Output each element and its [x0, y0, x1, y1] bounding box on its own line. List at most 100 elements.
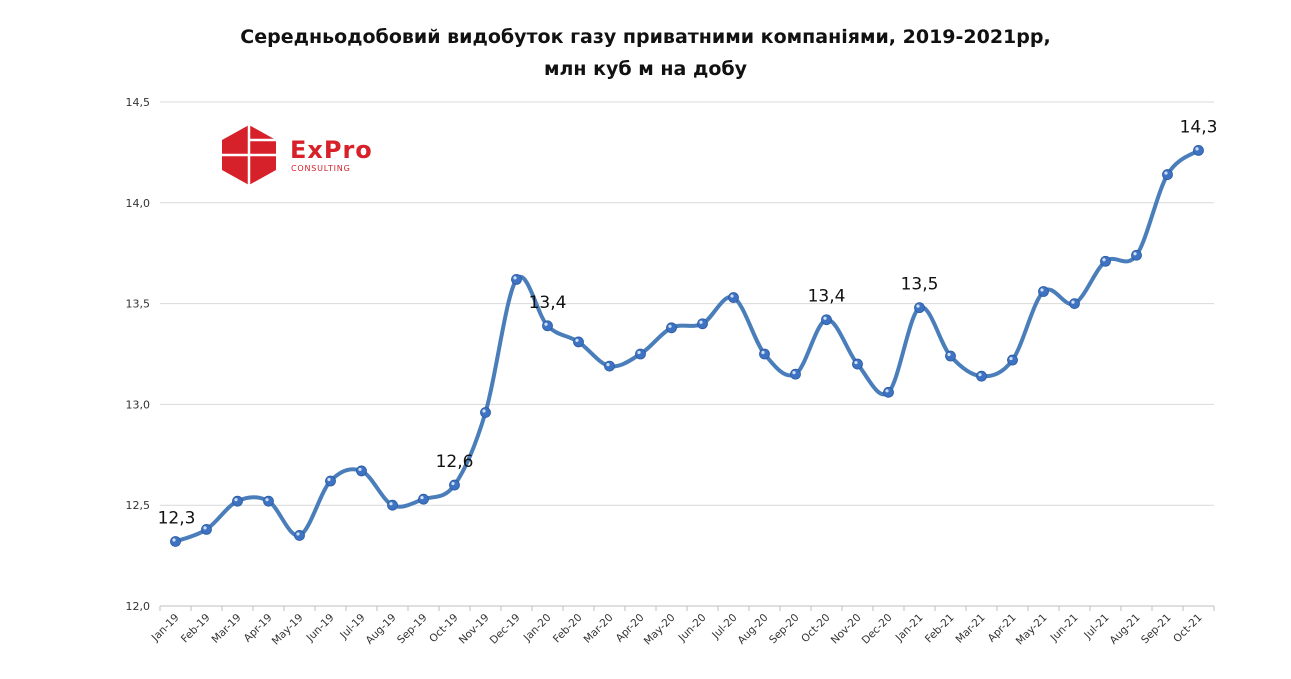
logo-subtitle: CONSULTING [291, 164, 351, 173]
x-tick-label: Mar-21 [953, 612, 987, 646]
data-point-highlight [761, 350, 765, 355]
x-tick-label: Dec-19 [488, 612, 523, 647]
data-point [728, 292, 739, 303]
data-point-highlight [575, 338, 579, 343]
x-tick-label: Mar-19 [209, 612, 243, 646]
data-point-highlight [699, 320, 703, 324]
series-line [173, 148, 1201, 544]
data-point-highlight [358, 467, 362, 472]
x-tick-label: Mar-20 [581, 612, 615, 646]
x-axis [159, 605, 1215, 611]
data-label: 13,5 [901, 275, 939, 295]
data-point [263, 495, 274, 507]
data-point [542, 320, 553, 332]
data-point-highlight [234, 498, 238, 502]
x-tick-label: Oct-20 [799, 612, 832, 645]
logo-wordmark: ExPro [290, 136, 373, 164]
x-tick-label: Aug-21 [1108, 612, 1143, 647]
data-point-highlight [823, 316, 827, 320]
data-point-highlight [296, 532, 300, 536]
x-tick-label: Jan-20 [521, 612, 554, 645]
x-tick-label: Aug-19 [364, 612, 399, 647]
data-point [232, 495, 243, 507]
data-point [1069, 298, 1080, 310]
data-point [945, 350, 956, 362]
data-point-highlight [606, 362, 610, 367]
data-points [170, 144, 1204, 547]
data-point-highlight [1133, 252, 1137, 256]
expro-logo: ExPro CONSULTING [222, 125, 373, 185]
y-tick-label: 12,0 [126, 600, 151, 613]
x-tick-label: Nov-20 [829, 612, 864, 647]
x-tick-label: Sep-20 [767, 612, 802, 647]
data-point-highlight [1009, 356, 1013, 361]
data-point-highlight [637, 350, 641, 355]
data-point-highlight [1195, 147, 1199, 151]
data-point-highlight [327, 477, 331, 482]
data-point [790, 368, 801, 380]
data-point [325, 475, 336, 487]
data-point [1193, 144, 1204, 156]
data-point-highlight [947, 352, 951, 357]
data-point [201, 523, 212, 535]
x-tick-label: Aug-20 [736, 612, 771, 647]
data-point [170, 536, 181, 547]
data-point-highlight [1071, 300, 1075, 304]
y-tick-label: 13,0 [126, 398, 151, 411]
data-point [387, 499, 398, 511]
x-tick-label: Jan-19 [149, 612, 182, 645]
x-tick-label: May-20 [642, 612, 678, 648]
x-tick-label: May-19 [270, 612, 306, 648]
data-point [759, 348, 770, 360]
data-point-highlight [513, 276, 517, 280]
data-label: 13,4 [529, 293, 567, 313]
data-point-highlight [668, 324, 672, 328]
x-tick-label: Jun-20 [676, 612, 709, 645]
data-point [1131, 249, 1142, 261]
data-point-highlight [389, 502, 393, 506]
chart-title-line-1: Середньодобовий видобуток газу приватним… [240, 26, 1051, 48]
data-point [635, 348, 646, 360]
data-point [697, 318, 708, 330]
data-point-highlight [916, 304, 920, 308]
data-point-highlight [730, 294, 734, 298]
data-point [821, 314, 832, 326]
y-tick-label: 14,0 [126, 197, 151, 210]
data-point [294, 530, 305, 541]
data-point [666, 322, 677, 334]
data-point [1162, 169, 1173, 180]
data-point [356, 465, 367, 477]
x-tick-label: Feb-19 [179, 612, 213, 646]
x-tick-label: Sep-19 [395, 612, 430, 647]
data-point [914, 302, 925, 314]
data-point [1100, 255, 1111, 267]
logo-mark-icon [222, 125, 276, 185]
data-point [1007, 354, 1018, 366]
data-point [449, 479, 460, 491]
data-point-highlight [792, 371, 796, 375]
data-point [1038, 286, 1049, 297]
data-point-highlight [420, 496, 424, 500]
x-tick-label: May-21 [1014, 612, 1050, 648]
data-point-highlight [451, 481, 455, 486]
data-label: 13,4 [808, 287, 846, 307]
x-tick-label: Jun-21 [1048, 612, 1081, 645]
data-point [573, 336, 584, 348]
data-point [852, 358, 863, 370]
x-tick-label: Feb-21 [923, 612, 957, 646]
data-point-highlight [854, 360, 858, 365]
data-label: 12,3 [158, 508, 196, 528]
x-tick-label: Jan-21 [893, 612, 926, 645]
data-labels: 12,3 12,6 13,4 13,4 13,5 14,3 [158, 117, 1218, 528]
x-tick-label: Nov-19 [457, 612, 492, 647]
chart-title-line-2: млн куб м на добу [543, 58, 748, 80]
data-point-highlight [1102, 258, 1106, 262]
x-tick-label: Oct-19 [427, 612, 460, 645]
x-tick-label: Feb-20 [551, 612, 585, 646]
data-label: 14,3 [1180, 117, 1218, 137]
data-point-highlight [203, 526, 207, 530]
data-point [604, 360, 615, 372]
y-tick-label: 13,5 [126, 298, 151, 311]
